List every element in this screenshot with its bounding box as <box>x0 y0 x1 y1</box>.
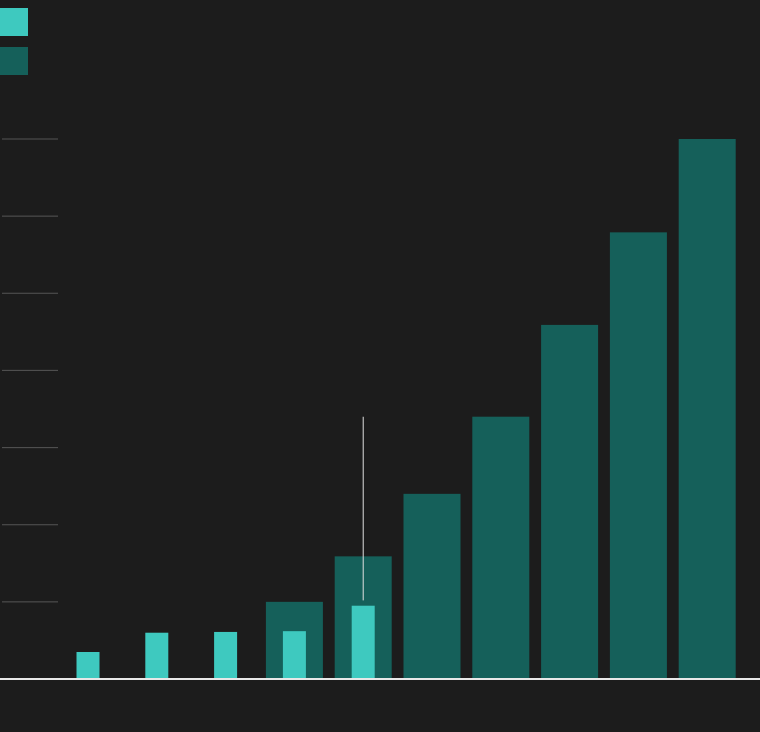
legend-swatch <box>0 47 28 75</box>
bar <box>351 605 375 679</box>
legend-swatch <box>0 8 28 36</box>
bar <box>678 139 736 679</box>
bar <box>541 324 599 679</box>
bar <box>472 416 530 679</box>
bar <box>214 631 238 679</box>
bar <box>609 232 667 680</box>
bar <box>282 631 306 679</box>
bar <box>76 652 100 679</box>
bar <box>403 493 461 679</box>
bar <box>145 632 169 679</box>
